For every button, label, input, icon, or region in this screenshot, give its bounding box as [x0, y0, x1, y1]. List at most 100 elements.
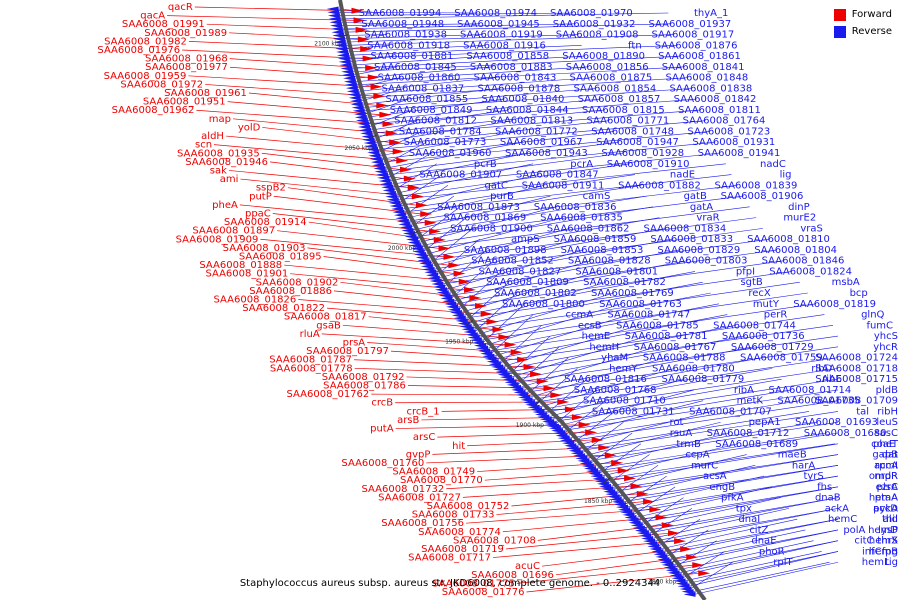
reverse-leader-line	[686, 551, 839, 584]
map-caption: Staphylococcus aureus subsp. aureus str.…	[239, 578, 661, 589]
reverse-gene-label-maeb: maeB	[778, 450, 807, 461]
reverse-gene-label-saa6008-01707: SAA6008_01707	[689, 406, 772, 417]
forward-leader-line	[516, 564, 694, 584]
reverse-gene-label-saa6008-01724: SAA6008_01724	[815, 353, 898, 364]
reverse-feature-cams	[401, 227, 414, 233]
reverse-gene-label-saa6008-01846: SAA6008_01846	[762, 256, 845, 267]
forward-gene-label-saa6008-01787: SAA6008_01787	[269, 355, 352, 366]
reverse-gene-label-leus: leuS	[876, 417, 898, 428]
reverse-gene-label-saa6008-01859: SAA6008_01859	[554, 234, 637, 245]
reverse-gene-label-ribh: ribH	[877, 406, 898, 417]
forward-gene-label-sak: sak	[210, 165, 227, 176]
reverse-gene-label-pfpi: pfpI	[736, 266, 755, 277]
forward-gene-label-saa6008-01756: SAA6008_01756	[381, 518, 464, 529]
reverse-leader-line	[572, 411, 615, 444]
scale-tick-label: 1850 kbp	[584, 498, 612, 505]
reverse-gene-label-acsa: acsA	[703, 471, 727, 482]
forward-feature-saa6008-01786	[543, 385, 556, 392]
reverse-gene-label-saa6008-01994: SAA6008_01994	[359, 8, 442, 19]
forward-gene-label-qaca: qacA	[140, 11, 165, 22]
reverse-gene-label-saa6008-01974: SAA6008_01974	[454, 8, 537, 19]
forward-gene-label-saa6008-01959: SAA6008_01959	[104, 71, 187, 82]
forward-feature-saa6008-01792	[536, 378, 549, 385]
reverse-leader-line	[491, 314, 534, 354]
forward-gene-label-saa6008-01770: SAA6008_01770	[400, 475, 483, 486]
reverse-gene-label-saa6008-01945: SAA6008_01945	[457, 19, 540, 30]
reverse-gene-label-saa6008-01855: SAA6008_01855	[386, 94, 469, 105]
reverse-gene-label-saa6008-01919: SAA6008_01919	[460, 30, 543, 41]
reverse-gene-label-ccpa: ccpA	[685, 450, 709, 461]
reverse-gene-label-saa6008-01723: SAA6008_01723	[687, 126, 770, 137]
reverse-gene-label-saa6008-01763: SAA6008_01763	[599, 299, 682, 310]
reverse-leader-line	[680, 540, 839, 576]
reverse-feature-saa6008-01960	[377, 175, 390, 181]
reverse-gene-label-saa6008-01782: SAA6008_01782	[583, 277, 666, 288]
reverse-gene-label-saa6008-01827: SAA6008_01827	[478, 266, 561, 277]
forward-feature-saa6008-01959	[370, 83, 383, 90]
reverse-gene-label-saa6008-01680: SAA6008_01680	[804, 428, 887, 439]
forward-gene-label-arsb: arsB	[397, 415, 419, 426]
reverse-gene-label-pldb: pldB	[876, 385, 898, 396]
reverse-feature-saa6008-01898	[433, 284, 446, 290]
reverse-gene-label-engb: engB	[709, 482, 735, 493]
reverse-feature-saa6008-01875	[347, 92, 360, 98]
forward-gene-label-saa6008-01775: SAA6008_01775	[432, 578, 515, 589]
reverse-leader-line	[435, 228, 763, 273]
reverse-feature-saa6008-01772	[368, 153, 381, 159]
reverse-gene-label-saa6008-01819: SAA6008_01819	[793, 299, 876, 310]
reverse-gene-label-purb: purB	[490, 191, 514, 202]
scale-tick-label: 1800 kbp	[648, 578, 676, 585]
reverse-gene-label-saa6008-01824: SAA6008_01824	[769, 266, 852, 277]
reverse-gene-label-saa6008-01875: SAA6008_01875	[570, 73, 653, 84]
reverse-gene-label-dnai: dnaI	[738, 514, 760, 525]
reverse-leader-line	[410, 195, 454, 228]
forward-leader-line	[284, 264, 460, 283]
forward-gene-label-rlua: rluA	[300, 329, 320, 340]
forward-gene-label-arsc: arsC	[413, 432, 435, 443]
reverse-feature-recx	[467, 334, 480, 340]
reverse-leader-line	[352, 55, 681, 73]
forward-gene-label-aldh: aldH	[201, 131, 224, 142]
reverse-gene-label-saa6008-01788: SAA6008_01788	[643, 353, 726, 364]
forward-gene-label-saa6008-01732: SAA6008_01732	[362, 484, 445, 495]
forward-gene-label-putp: putP	[249, 191, 272, 202]
legend-reverse-label: Reverse	[851, 26, 892, 37]
forward-feature-saa6008-01897	[438, 245, 451, 252]
reverse-gene-label-saa6008-01839: SAA6008_01839	[715, 180, 798, 191]
forward-feature-rlua	[504, 341, 517, 348]
forward-feature-prsa	[510, 349, 523, 356]
forward-gene-label-saa6008-01902: SAA6008_01902	[256, 277, 339, 288]
forward-gene-label-saa6008-01760: SAA6008_01760	[341, 458, 424, 469]
reverse-leader-line	[489, 303, 817, 352]
reverse-leader-line	[470, 281, 703, 327]
reverse-feature-saa6008-01947	[374, 169, 387, 175]
reverse-leader-line	[588, 421, 839, 462]
forward-leader-line	[446, 477, 626, 490]
reverse-gene-label-saa6008-01932: SAA6008_01932	[553, 19, 636, 30]
reverse-feature-saa6008-01763	[473, 343, 486, 349]
reverse-leader-line	[347, 45, 582, 56]
forward-gene-label-saa6008-01977: SAA6008_01977	[145, 62, 228, 73]
reverse-feature-saa6008-01945	[330, 23, 343, 29]
forward-feature-saa6008-01902	[469, 295, 482, 302]
reverse-feature-saa6008-01906	[404, 234, 417, 240]
reverse-feature-saa6008-01852	[440, 295, 453, 301]
reverse-leader-line	[639, 486, 839, 524]
reverse-gene-label-pfka: pfkA	[721, 493, 744, 504]
reverse-feature-saa6008-01861	[341, 69, 354, 75]
reverse-feature-saa6008-01900	[419, 260, 432, 266]
reverse-gene-label-saa6008-01815: SAA6008_01815	[582, 105, 665, 116]
reverse-feature-saa6008-01876	[337, 56, 350, 62]
forward-feature-crcb-1	[564, 406, 577, 413]
reverse-gene-label-acka: ackA	[825, 503, 849, 514]
reverse-feature-saa6008-01847	[389, 203, 402, 209]
scale-ticks: 2100 kbp 2050 kbp 2000 kbp 1950 kbp 1900 kbp…	[314, 34, 677, 585]
reverse-gene-label-saa6008-01803: SAA6008_01803	[665, 256, 748, 267]
reverse-gene-label-saa6008-01937: SAA6008_01937	[648, 19, 731, 30]
reverse-gene-label-saa6008-01917: SAA6008_01917	[652, 30, 735, 41]
reverse-leader-line	[364, 98, 409, 115]
reverse-gene-label-saa6008-01841: SAA6008_01841	[662, 62, 745, 73]
forward-gene-label-saa6008-01982: SAA6008_01982	[104, 36, 187, 47]
reverse-feature-saa6008-01835	[414, 252, 427, 258]
reverse-gene-label-saa6008-01837: SAA6008_01837	[381, 83, 464, 94]
